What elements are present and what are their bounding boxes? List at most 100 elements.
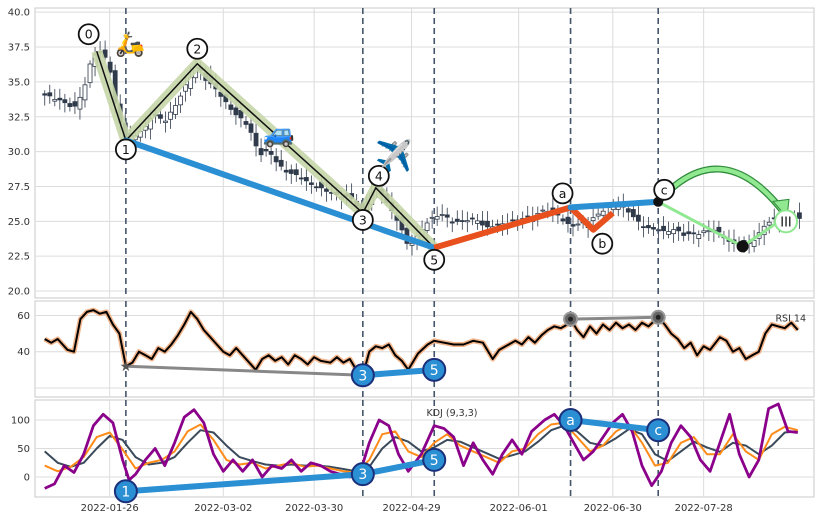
candle-body	[646, 225, 651, 229]
candle-body	[57, 97, 63, 101]
pivot-label: 4	[375, 168, 383, 183]
candle-body	[630, 209, 636, 218]
wave-iii-circle	[774, 209, 798, 234]
candle-body	[485, 220, 490, 228]
x-tick-label: 2022-01-26	[81, 503, 139, 514]
pivot-label: 2	[193, 41, 201, 56]
pivot-label: 0	[85, 27, 93, 42]
y-tick-label: 22.5	[8, 252, 30, 263]
pivot-2: 2	[186, 37, 209, 60]
airplane-emoji: ✈️	[375, 137, 412, 174]
candle-body	[716, 226, 722, 233]
y-tick-label: 27.5	[8, 182, 30, 193]
y-tick-label: 40	[17, 347, 30, 358]
candle-body	[243, 121, 249, 125]
candle-body	[651, 227, 656, 230]
star-marker: ★	[120, 359, 133, 375]
y-tick-label: 20.0	[8, 287, 30, 298]
marker-circle	[558, 407, 583, 432]
marker-label: 3	[358, 467, 367, 483]
pivot-circle	[591, 232, 614, 255]
candle-body	[72, 101, 78, 107]
pivot-0: 0	[77, 23, 100, 46]
candle-body	[671, 229, 677, 235]
candle-body	[469, 217, 475, 220]
candle-body	[625, 208, 631, 213]
candle-body	[288, 169, 294, 174]
candle-body	[47, 92, 53, 97]
candle-body	[575, 223, 581, 226]
x-tick-label: 2022-06-01	[490, 503, 548, 514]
zigzag-line	[95, 50, 435, 249]
rsi-divergence-line	[569, 315, 660, 321]
y-tick-label: 50	[17, 444, 30, 455]
kdj-panel: 0 50 100 1 3 5 a c KDJ (9,3,3)	[11, 399, 815, 504]
candle-body	[178, 95, 183, 106]
candle-body	[595, 213, 601, 217]
candle-body	[681, 232, 687, 236]
wave-a-c-line	[567, 198, 662, 211]
pivot-circle	[551, 182, 574, 205]
marker-circle	[646, 418, 671, 443]
pivot-3: 3	[351, 209, 374, 231]
candle-body	[495, 223, 500, 226]
candle-body	[766, 221, 772, 226]
candle-body	[560, 218, 566, 222]
candle-body	[565, 216, 571, 225]
x-tick-label: 2022-07-28	[675, 503, 733, 514]
y-tick-label: 0	[24, 473, 30, 484]
candle-body	[540, 209, 546, 212]
marker-label: a	[566, 413, 575, 429]
projection-down-line	[657, 200, 744, 248]
candle-body	[273, 156, 279, 163]
candle-body	[324, 188, 329, 192]
rsi-panel: 40 60 ★ 3 5 RSI 14	[17, 300, 815, 398]
pivot-label: 1	[122, 142, 130, 157]
candle-body	[636, 214, 641, 222]
y-tick-label: 60	[17, 311, 30, 322]
candle-body	[600, 210, 606, 216]
candle-body	[796, 212, 802, 219]
marker-label: 5	[430, 363, 439, 379]
x-tick-label: 2022-04-29	[382, 503, 440, 514]
x-tick-label: 2022-06-30	[584, 503, 642, 514]
candle-body	[263, 148, 269, 152]
wave-iii-marker: III	[774, 209, 798, 234]
candle-body	[278, 159, 284, 167]
target-dot	[736, 240, 749, 253]
price-frame	[34, 7, 815, 299]
candle-body	[168, 111, 173, 120]
candle-body	[454, 218, 460, 222]
candle-body	[676, 226, 682, 232]
candle-body	[293, 169, 299, 176]
candle-body	[424, 222, 430, 231]
candle-body	[444, 214, 450, 218]
candle-body	[77, 96, 83, 110]
kdj-marker-1: 1	[113, 479, 138, 504]
y-tick-label: 35.0	[8, 77, 30, 88]
pivot-circle	[351, 209, 374, 231]
candle-body	[510, 219, 516, 222]
kdj-marker-c: c	[646, 418, 671, 443]
candle-body	[158, 114, 163, 119]
x-tick-label: 2022-03-30	[285, 503, 343, 514]
marker-label: c	[654, 423, 662, 439]
candle-body	[475, 220, 480, 224]
marker-circle	[113, 479, 138, 504]
projection-up-line	[741, 220, 780, 248]
candle-body	[268, 151, 274, 155]
candle-body	[480, 220, 485, 226]
pivot-circle	[186, 37, 209, 60]
pivot-circle	[77, 23, 100, 46]
candle-body	[590, 217, 596, 222]
candle-body	[686, 231, 692, 235]
candle-body	[409, 242, 415, 246]
kdj-divergence-line	[359, 456, 438, 478]
candle-body	[661, 225, 666, 232]
kdj-marker-a: a	[558, 407, 583, 432]
candle-body	[52, 99, 58, 102]
candle-body	[163, 120, 168, 123]
y-tick-label: 32.5	[8, 112, 30, 123]
candle-body	[314, 186, 319, 189]
correction-line-orange	[433, 204, 615, 251]
